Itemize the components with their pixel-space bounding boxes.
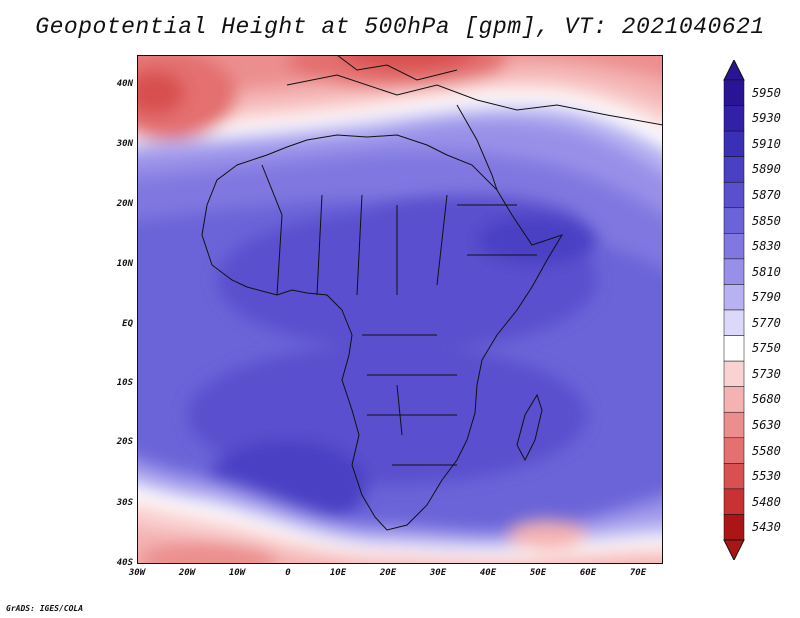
colorbar-swatch	[723, 284, 745, 311]
colorbar-swatch	[723, 181, 745, 209]
lat-label: 10S	[116, 378, 133, 388]
lat-label: 40N	[116, 79, 133, 89]
colorbar-swatch	[723, 207, 745, 234]
colorbar-level-label: 5680	[752, 392, 781, 407]
colorbar-level-label: 5850	[752, 213, 781, 228]
colorbar-swatch	[723, 105, 745, 132]
colorbar-swatch	[723, 79, 745, 106]
colorbar-level-label: 5890	[752, 162, 781, 177]
map-panel	[137, 55, 663, 564]
colorbar-swatch	[723, 335, 745, 362]
lat-label: 30N	[116, 139, 133, 149]
colorbar-level-label: 5730	[752, 366, 781, 381]
colorbar-level-label: 5870	[752, 188, 781, 202]
coastlines	[201, 55, 663, 531]
colorbar-level-label: 5950	[752, 85, 781, 100]
lat-label: EQ	[122, 319, 133, 329]
colorbar-bottom-arrow	[723, 539, 745, 560]
colorbar-swatch	[723, 360, 745, 387]
lon-label: 30E	[429, 568, 447, 578]
lat-label: 40S	[116, 558, 133, 568]
lon-label: 20E	[379, 568, 397, 578]
colorbar	[723, 60, 745, 560]
colorbar-level-label: 5530	[752, 469, 781, 484]
colorbar-level-label: 5630	[752, 418, 781, 432]
lon-label: 60E	[579, 568, 597, 578]
high-core	[187, 195, 597, 530]
colorbar-swatch	[723, 386, 745, 413]
colorbar-swatch	[723, 309, 745, 336]
colorbar-swatch	[723, 130, 745, 157]
lat-label: 10N	[116, 259, 133, 269]
colorbar-swatch	[723, 233, 745, 260]
lat-label: 30S	[116, 498, 133, 508]
colorbar-level-label: 5930	[752, 111, 781, 126]
credit-text: GrADS: IGES/COLA	[6, 604, 84, 613]
lon-label: 40E	[479, 568, 497, 578]
lat-label: 20S	[116, 437, 133, 447]
colorbar-level-label: 5790	[752, 290, 781, 305]
lon-label: 30W	[128, 568, 146, 578]
colorbar-level-label: 5810	[752, 264, 781, 279]
map-title: Geopotential Height at 500hPa [gpm], VT:…	[35, 14, 765, 40]
colorbar-level-label: 5580	[752, 443, 781, 458]
colorbar-swatch	[723, 411, 745, 439]
colorbar-level-label: 5770	[752, 315, 781, 330]
colorbar-swatch	[723, 437, 745, 464]
lon-label: 70E	[629, 568, 647, 578]
colorbar-level-label: 5910	[752, 136, 781, 151]
colorbar-swatch	[723, 258, 745, 285]
colorbar-swatch	[723, 514, 745, 541]
lat-label: 20N	[116, 199, 133, 209]
south-bands	[137, 457, 663, 564]
lon-label: 50E	[529, 568, 547, 578]
lon-label: 0	[285, 568, 291, 578]
lon-label: 10W	[228, 568, 246, 578]
colorbar-swatch	[723, 463, 745, 490]
colorbar-level-label: 5430	[752, 520, 781, 535]
colorbar-swatch	[723, 488, 745, 515]
colorbar-top-arrow	[723, 60, 745, 81]
colorbar-level-label: 5750	[752, 341, 781, 356]
colorbar-level-label: 5480	[752, 494, 781, 509]
lon-label: 10E	[329, 568, 347, 578]
colorbar-swatch	[723, 156, 745, 183]
lon-label: 20W	[178, 568, 196, 578]
colorbar-level-label: 5830	[752, 239, 781, 254]
geopotential-map	[137, 55, 663, 564]
